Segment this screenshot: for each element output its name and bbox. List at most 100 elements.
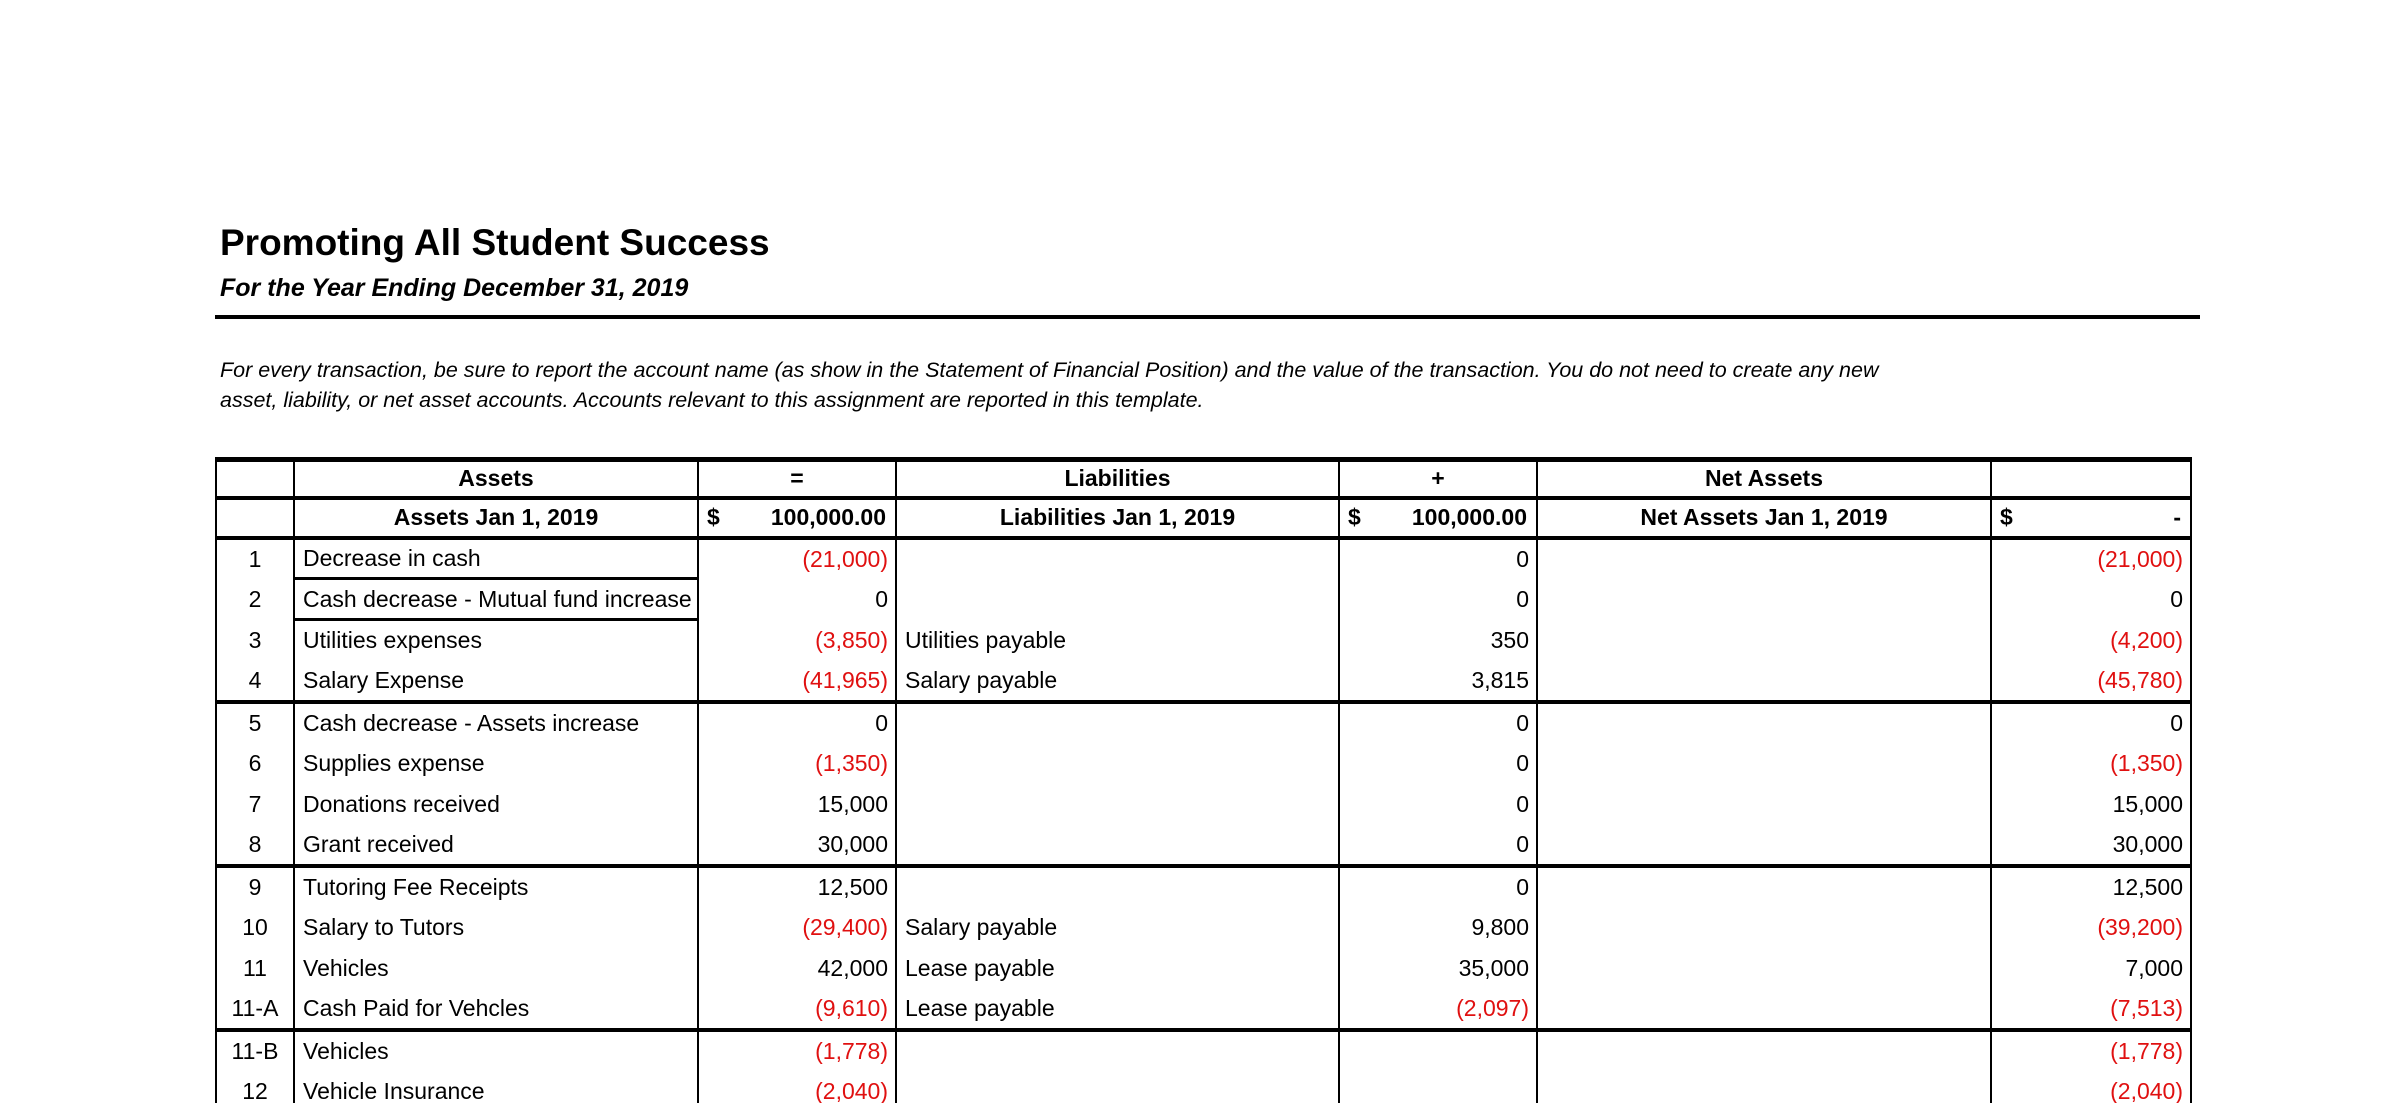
header-trailing-cell [1990, 459, 2192, 500]
asset-account-cell[interactable]: Decrease in cash [293, 537, 699, 580]
liability-account-cell[interactable] [895, 1029, 1340, 1071]
header-assets-jan1-label: Assets Jan 1, 2019 [293, 497, 699, 540]
asset-account-cell[interactable]: Salary Expense [293, 660, 699, 704]
total-value-cell[interactable]: (45,780) [1990, 660, 2192, 704]
asset-account-cell[interactable]: Utilities expenses [293, 619, 699, 661]
liability-account-cell[interactable]: Salary payable [895, 660, 1340, 704]
net-asset-account-cell[interactable] [1536, 947, 1992, 989]
asset-value-cell[interactable]: 12,500 [697, 865, 897, 907]
liability-account-cell[interactable]: Utilities payable [895, 619, 1340, 661]
net-asset-account-cell[interactable] [1536, 988, 1992, 1032]
asset-value-cell[interactable]: 0 [697, 578, 897, 620]
asset-value-cell[interactable]: (29,400) [697, 906, 897, 948]
asset-value-cell[interactable]: 0 [697, 701, 897, 743]
asset-account-cell[interactable]: Vehicles [293, 1029, 699, 1071]
total-value-cell[interactable]: 0 [1990, 701, 2192, 743]
total-value-cell[interactable]: 12,500 [1990, 865, 2192, 907]
liability-value-cell[interactable]: 35,000 [1338, 947, 1538, 989]
row-number-cell: 12 [215, 1070, 295, 1103]
total-value-cell[interactable]: (4,200) [1990, 619, 2192, 661]
liability-account-cell[interactable] [895, 537, 1340, 579]
asset-account-cell[interactable]: Cash decrease - Assets increase [293, 701, 699, 743]
total-value-cell[interactable]: 0 [1990, 578, 2192, 620]
liability-value-cell[interactable]: 0 [1338, 701, 1538, 743]
total-value-cell[interactable]: 7,000 [1990, 947, 2192, 989]
net-asset-account-cell[interactable] [1536, 660, 1992, 704]
asset-account-cell[interactable]: Tutoring Fee Receipts [293, 865, 699, 907]
header-assets-beginning-balance: $ 100,000.00 [697, 497, 897, 540]
liability-value-cell[interactable]: 0 [1338, 742, 1538, 784]
table-row: 4 Salary Expense (41,965) Salary payable 3,8… [215, 660, 2192, 704]
liability-account-cell[interactable] [895, 1070, 1340, 1103]
asset-account-cell[interactable]: Vehicle Insurance [293, 1070, 699, 1103]
liability-account-cell[interactable] [895, 783, 1340, 825]
asset-value-cell[interactable]: (41,965) [697, 660, 897, 704]
document-title: Promoting All Student Success [220, 222, 770, 263]
table-row: 1 Decrease in cash (21,000) 0 (21,000) [215, 537, 2192, 580]
liability-account-cell[interactable]: Salary payable [895, 906, 1340, 948]
liability-value-cell[interactable] [1338, 1070, 1538, 1103]
asset-account-cell[interactable]: Cash decrease - Mutual fund increase [293, 578, 699, 621]
net-asset-account-cell[interactable] [1536, 824, 1992, 868]
total-value-cell[interactable]: (21,000) [1990, 537, 2192, 579]
table-header-row-1: Assets = Liabilities + Net Assets [215, 459, 2192, 500]
net-asset-account-cell[interactable] [1536, 742, 1992, 784]
net-asset-account-cell[interactable] [1536, 619, 1992, 661]
liability-value-cell[interactable]: 350 [1338, 619, 1538, 661]
liability-value-cell[interactable]: 0 [1338, 537, 1538, 579]
net-asset-account-cell[interactable] [1536, 537, 1992, 579]
liability-value-cell[interactable]: 0 [1338, 824, 1538, 868]
net-asset-account-cell[interactable] [1536, 783, 1992, 825]
liability-account-cell[interactable] [895, 701, 1340, 743]
asset-value-cell[interactable]: 30,000 [697, 824, 897, 868]
total-value-cell[interactable]: (39,200) [1990, 906, 2192, 948]
row-number-cell: 11 [215, 947, 295, 989]
net-asset-account-cell[interactable] [1536, 906, 1992, 948]
liability-value-cell[interactable]: 0 [1338, 783, 1538, 825]
asset-account-cell[interactable]: Salary to Tutors [293, 906, 699, 948]
asset-value-cell[interactable]: (1,778) [697, 1029, 897, 1071]
net-asset-account-cell[interactable] [1536, 701, 1992, 743]
asset-value-cell[interactable]: (2,040) [697, 1070, 897, 1103]
liability-account-cell[interactable]: Lease payable [895, 947, 1340, 989]
asset-value-cell[interactable]: (21,000) [697, 537, 897, 579]
document-subtitle: For the Year Ending December 31, 2019 [220, 274, 689, 302]
liability-account-cell[interactable] [895, 824, 1340, 868]
asset-account-cell[interactable]: Vehicles [293, 947, 699, 989]
asset-value-cell[interactable]: (1,350) [697, 742, 897, 784]
total-value-cell[interactable]: (1,350) [1990, 742, 2192, 784]
liability-value-cell[interactable] [1338, 1029, 1538, 1071]
assets-currency-symbol: $ [707, 504, 720, 530]
liability-account-cell[interactable]: Lease payable [895, 988, 1340, 1032]
asset-account-cell[interactable]: Supplies expense [293, 742, 699, 784]
total-value-cell[interactable]: 15,000 [1990, 783, 2192, 825]
asset-value-cell[interactable]: (9,610) [697, 988, 897, 1032]
total-value-cell[interactable]: 30,000 [1990, 824, 2192, 868]
header-equals-operator: = [697, 459, 897, 500]
liability-account-cell[interactable] [895, 865, 1340, 907]
total-value-cell[interactable]: (7,513) [1990, 988, 2192, 1032]
liability-value-cell[interactable]: (2,097) [1338, 988, 1538, 1032]
asset-account-cell[interactable]: Cash Paid for Vehcles [293, 988, 699, 1032]
row-number-cell: 7 [215, 783, 295, 825]
net-asset-account-cell[interactable] [1536, 578, 1992, 620]
net-asset-account-cell[interactable] [1536, 865, 1992, 907]
net-asset-account-cell[interactable] [1536, 1070, 1992, 1103]
asset-value-cell[interactable]: 15,000 [697, 783, 897, 825]
total-value-cell[interactable]: (1,778) [1990, 1029, 2192, 1071]
table-row: 9 Tutoring Fee Receipts 12,500 0 12,500 [215, 865, 2192, 907]
asset-account-cell[interactable]: Grant received [293, 824, 699, 868]
transactions-table: Assets = Liabilities + Net Assets Assets… [215, 457, 2192, 1103]
liability-value-cell[interactable]: 9,800 [1338, 906, 1538, 948]
liability-account-cell[interactable] [895, 578, 1340, 620]
asset-value-cell[interactable]: (3,850) [697, 619, 897, 661]
asset-account-cell[interactable]: Donations received [293, 783, 699, 825]
total-value-cell[interactable]: (2,040) [1990, 1070, 2192, 1103]
asset-value-cell[interactable]: 42,000 [697, 947, 897, 989]
liability-value-cell[interactable]: 3,815 [1338, 660, 1538, 704]
header2-corner-cell [215, 497, 295, 540]
liability-account-cell[interactable] [895, 742, 1340, 784]
net-asset-account-cell[interactable] [1536, 1029, 1992, 1071]
liability-value-cell[interactable]: 0 [1338, 865, 1538, 907]
liability-value-cell[interactable]: 0 [1338, 578, 1538, 620]
